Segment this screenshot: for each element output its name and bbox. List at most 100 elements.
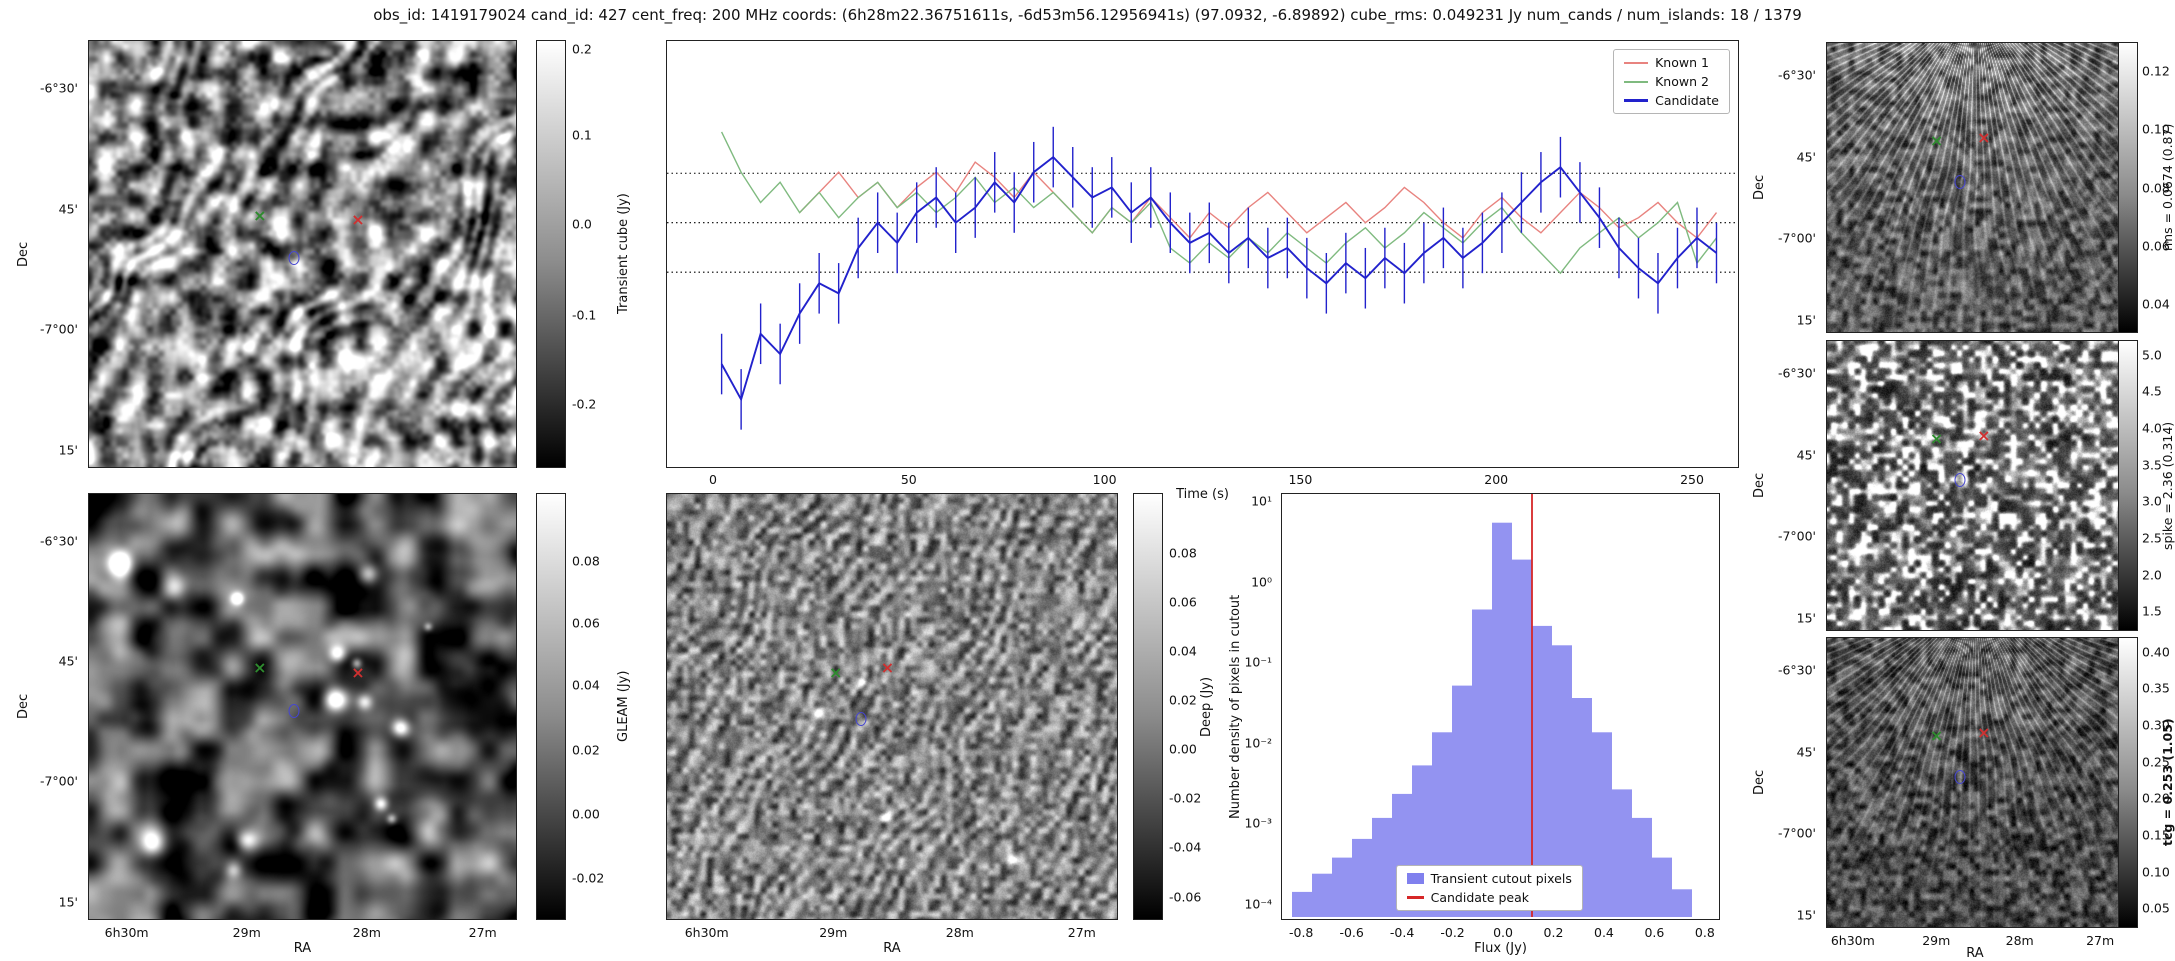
- known2-marker-icon: ×: [1929, 429, 1944, 449]
- candidate-marker-icon: [1954, 472, 1966, 487]
- rms-dec-ticks: -6°30' 45' -7°00' 15': [1772, 42, 1822, 333]
- dec-tick-label: -7°00': [39, 773, 78, 789]
- time-tick-label: 150: [1288, 472, 1313, 487]
- colorbar-tick-label: 0.08: [2142, 180, 2170, 195]
- legend-entry: Known 1: [1624, 55, 1719, 70]
- rms-noise-canvas: [1827, 43, 2123, 332]
- histogram-bar: [1572, 698, 1592, 917]
- dec-tick-label: -6°30': [39, 80, 78, 96]
- known2-marker-icon: ×: [1929, 131, 1944, 151]
- ra-tick-label: 28m: [352, 925, 381, 940]
- density-tick-label: 10⁻²: [1244, 735, 1272, 751]
- dec-tick-label: -6°30': [1777, 662, 1816, 678]
- legend-entry: Candidate peak: [1406, 890, 1572, 905]
- lightcurve-x-ticks: 0 50 100 150 200 250: [666, 469, 1739, 487]
- spike-cutout-image: × ×: [1826, 340, 2124, 631]
- flux-tick-label: 0.0: [1493, 925, 1513, 940]
- time-tick-label: 250: [1680, 472, 1704, 487]
- figure-title: obs_id: 1419179024 cand_id: 427 cent_fre…: [373, 6, 1802, 24]
- tcg-colorbar-ticks: 0.40 0.35 0.30 0.25 0.20 0.15 0.10 0.05: [2138, 637, 2170, 928]
- legend-label: Transient cutout pixels: [1430, 871, 1572, 886]
- colorbar-tick-label: 0.02: [1169, 692, 1197, 708]
- transient-dec-ticks: -6°30' 45' -7°00' 15': [34, 40, 84, 468]
- spike-noise-canvas: [1827, 341, 2123, 630]
- colorbar-tick-label: -0.1: [572, 307, 597, 323]
- dec-tick-label: 45': [1796, 447, 1816, 463]
- flux-tick-label: -0.4: [1389, 925, 1415, 940]
- known2-marker-icon: ×: [829, 662, 843, 682]
- colorbar-tick-label: 0.06: [1169, 594, 1197, 610]
- colorbar-tick-label: 0.40: [2142, 644, 2170, 660]
- gleam-cutout-image: × ×: [88, 493, 517, 920]
- colorbar-tick-label: 2.5: [2142, 530, 2162, 546]
- density-tick-label: 10¹: [1251, 493, 1272, 509]
- flux-tick-label: 0.6: [1644, 925, 1665, 940]
- colorbar-tick-label: 0.00: [1169, 741, 1197, 757]
- lightcurve-plot: Known 1 Known 2 Candidate: [666, 40, 1739, 468]
- histogram-bar: [1452, 685, 1472, 917]
- flux-tick-label: 0.2: [1543, 925, 1564, 940]
- dec-tick-label: 15': [58, 442, 78, 458]
- colorbar-tick-label: 0.10: [2142, 864, 2170, 880]
- colorbar-tick-label: 0.02: [572, 742, 600, 758]
- colorbar-tick-label: 0.08: [572, 553, 600, 569]
- known2-marker-icon: ×: [253, 205, 267, 225]
- deep-colorbar-ticks: 0.08 0.06 0.04 0.02 0.00 -0.02 -0.04 -0.06: [1165, 493, 1213, 920]
- colorbar-tick-label: 0.04: [2142, 296, 2170, 312]
- tcg-cutout-image: × ×: [1826, 637, 2124, 928]
- time-tick-label: 0: [709, 472, 717, 487]
- ra-tick-label: 29m: [819, 925, 848, 940]
- tcg-dec-axis-label: Dec: [1752, 769, 1767, 796]
- legend-patch-icon: [1406, 873, 1424, 884]
- dec-tick-label: 15': [1796, 907, 1816, 923]
- known2-marker-icon: ×: [1929, 726, 1944, 746]
- histogram-bar: [1532, 625, 1552, 917]
- dec-tick-label: -6°30': [39, 533, 78, 549]
- legend-label: Known 1: [1655, 55, 1709, 70]
- known1-marker-icon: ×: [1977, 128, 1991, 148]
- colorbar-tick-label: -0.2: [572, 396, 597, 412]
- spike-colorbar: [2118, 340, 2138, 631]
- histogram-bar: [1312, 873, 1332, 917]
- rms-colorbar: [2118, 42, 2138, 333]
- candidate-marker-icon: [288, 251, 300, 266]
- time-tick-label: 50: [900, 472, 917, 487]
- colorbar-tick-label: 0.05: [2142, 900, 2170, 916]
- density-tick-label: 10⁻³: [1244, 815, 1272, 831]
- legend-line-icon: [1624, 99, 1649, 102]
- ra-tick-label: 6h30m: [104, 925, 149, 940]
- legend-line-icon: [1624, 61, 1649, 64]
- time-tick-label: 100: [1092, 472, 1117, 487]
- rms-colorbar-ticks: 0.12 0.10 0.08 0.06 0.04: [2138, 42, 2170, 333]
- histogram-svg: [1292, 494, 1692, 917]
- rms-colorbar-label: rms = 0.0674 (0.87): [2160, 123, 2175, 252]
- tcg-ra-axis-label: RA: [1966, 946, 1984, 961]
- deep-noise-canvas: [667, 494, 1117, 919]
- histogram-bar: [1352, 838, 1372, 917]
- dec-tick-label: -7°00': [1777, 528, 1816, 544]
- histogram-bar: [1612, 789, 1632, 917]
- known1-marker-icon: ×: [351, 662, 365, 682]
- colorbar-tick-label: -0.06: [1169, 889, 1202, 904]
- known1-marker-icon: ×: [1977, 426, 1991, 446]
- transient-noise-canvas: [89, 41, 516, 467]
- known2-marker-icon: ×: [253, 658, 267, 678]
- flux-tick-label: 0.8: [1694, 925, 1715, 940]
- colorbar-tick-label: 4.5: [2142, 383, 2162, 399]
- lightcurve-x-axis-label: Time (s): [1176, 487, 1229, 502]
- histogram-bar: [1592, 732, 1612, 917]
- series-line: [799, 161, 1718, 239]
- colorbar-tick-label: 0.1: [572, 127, 592, 143]
- dec-tick-label: 45': [1796, 149, 1816, 165]
- transient-colorbar-ticks: 0.2 0.1 0.0 -0.1 -0.2: [568, 40, 616, 468]
- candidate-marker-icon: [855, 712, 866, 727]
- gleam-colorbar-label: GLEAM (Jy): [616, 670, 631, 743]
- ra-tick-label: 29m: [232, 925, 261, 940]
- legend-line-icon: [1406, 896, 1424, 899]
- histogram-legend: Transient cutout pixels Candidate peak: [1395, 865, 1583, 911]
- colorbar-tick-label: 0.2: [572, 41, 592, 57]
- histogram-x-axis-label: Flux (Jy): [1474, 941, 1527, 956]
- series-line: [720, 131, 1718, 275]
- flux-tick-label: -0.2: [1440, 925, 1465, 940]
- histogram-bar: [1552, 645, 1572, 917]
